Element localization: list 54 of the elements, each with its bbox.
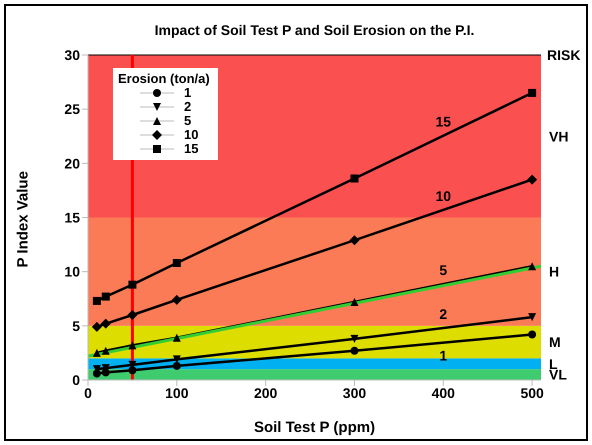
x-axis-title: Soil Test P (ppm) [254, 419, 376, 436]
band-label: H [549, 264, 560, 280]
y-tick-label: 25 [64, 101, 80, 118]
x-tick-label: 0 [84, 384, 92, 401]
point [172, 334, 181, 342]
point [128, 280, 136, 289]
band-label: VH [549, 128, 568, 144]
chart-title: Impact of Soil Test P and Soil Erosion on the P.I. [154, 22, 476, 38]
x-tick-label: 100 [165, 384, 189, 401]
legend-label: 5 [184, 113, 192, 128]
legend-label: 1 [184, 85, 192, 100]
x-tick-label: 500 [520, 384, 544, 401]
y-tick-label: 30 [64, 46, 80, 63]
point [100, 318, 111, 329]
x-tick-label: 400 [432, 384, 456, 401]
point [92, 348, 101, 357]
point [92, 296, 101, 305]
point [127, 310, 138, 320]
legend-label: 2 [184, 99, 192, 114]
legend-label: 10 [184, 127, 198, 142]
text: 10 [436, 188, 452, 204]
band-label: M [549, 334, 561, 350]
point [528, 262, 536, 270]
point [172, 362, 181, 370]
point [172, 259, 181, 267]
point [349, 235, 360, 246]
legend-title: Erosion (ton/a) [118, 71, 210, 86]
y-tick-label: 20 [64, 155, 80, 172]
point [528, 88, 536, 97]
text: RISK [547, 47, 580, 63]
text: 5 [439, 262, 448, 278]
point [528, 313, 536, 322]
point [350, 334, 358, 343]
text: 15 [436, 114, 452, 130]
y-tick-label: 15 [64, 209, 80, 226]
point [527, 174, 538, 185]
x-tick-label: 300 [342, 384, 366, 401]
x-tick-label: 200 [254, 384, 278, 401]
point [92, 322, 102, 332]
y-tick-label: 10 [64, 264, 80, 280]
point [102, 292, 110, 301]
y-tick-label: 0 [72, 372, 80, 388]
point [102, 346, 110, 355]
point [128, 366, 136, 374]
text: 2 [439, 306, 448, 322]
legend-label: 15 [184, 141, 198, 156]
point [128, 341, 136, 350]
point [528, 330, 536, 338]
point [350, 298, 358, 306]
point [350, 346, 358, 355]
point [350, 174, 358, 182]
y-axis-title: P Index Value [14, 171, 32, 268]
point [172, 294, 182, 305]
y-tick-label: 5 [72, 318, 80, 334]
